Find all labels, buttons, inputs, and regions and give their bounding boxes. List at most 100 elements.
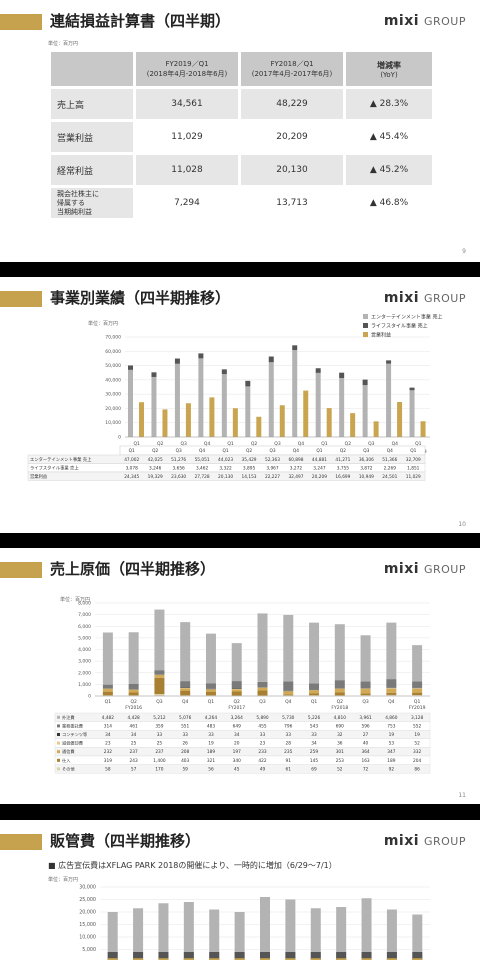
bar-sga xyxy=(412,914,423,960)
row-value-fy2019: 11,028 xyxy=(136,155,238,185)
bar-sga xyxy=(209,909,220,960)
x-tick-label: Q1 xyxy=(227,441,234,447)
bar-lifestyle xyxy=(245,380,251,387)
table-cell: 314 xyxy=(104,723,112,729)
table-row xyxy=(54,738,431,748)
bar-sga-base xyxy=(158,952,169,960)
table-cell: 58 xyxy=(105,766,111,772)
sga-chart: 5,000 10,000 15,000 20,000 25,000 30,000 xyxy=(79,885,430,960)
bar-sga-bottom xyxy=(107,958,118,960)
bar-segment xyxy=(309,683,320,690)
bar-segment xyxy=(360,681,371,689)
slide-income-statement: 連結損益計算書（四半期） mixi GROUP 単位：百万円 FY2019／Q1… xyxy=(0,0,480,262)
bar-sga-bottom xyxy=(361,958,372,960)
table-cell: 551 xyxy=(181,723,189,729)
bar-sga xyxy=(260,897,270,960)
bar-lifestyle xyxy=(151,372,157,377)
table-col-header: Q4 xyxy=(293,448,299,454)
bar-segment xyxy=(386,688,397,689)
table-cell: 3,078 xyxy=(126,465,139,471)
mixi-group-logo: mixi GROUP xyxy=(383,13,466,29)
header-fy2019: FY2019／Q1 (2018年4月-2018年6月) xyxy=(136,52,238,86)
title-accent xyxy=(0,562,42,578)
bar-sga xyxy=(310,908,321,960)
bar-sga-base xyxy=(107,952,118,960)
bar-segment xyxy=(386,679,397,688)
bar-segment xyxy=(412,645,423,682)
bar-sga-base xyxy=(234,952,245,960)
x-tick-label: Q1 xyxy=(105,699,112,705)
y-tick-label: 2,000 xyxy=(78,670,91,676)
bar-sga-bottom xyxy=(183,958,194,960)
table-row xyxy=(27,471,426,481)
table-cell: 455 xyxy=(258,723,266,729)
bar-segment xyxy=(309,693,320,696)
x-tick-label: Q2 xyxy=(337,699,344,705)
bar-segment xyxy=(334,688,345,693)
y-tick-label: 4,000 xyxy=(78,647,91,653)
table-cell: 5,212 xyxy=(153,715,166,721)
bar-sga xyxy=(107,912,118,960)
bar-segment xyxy=(360,693,371,696)
table-cell: 55,051 xyxy=(195,457,210,463)
bar-segment xyxy=(231,691,242,696)
bar-operating-profit xyxy=(420,421,426,437)
bar-segment xyxy=(154,609,165,671)
table-cell: 204 xyxy=(413,758,421,764)
table-cell: 197 xyxy=(233,749,241,755)
x-tick-label: Q2 xyxy=(345,441,352,447)
bar-segment xyxy=(283,694,294,696)
table-cell: 20,130 xyxy=(218,474,233,480)
x-tick-label: Q2 xyxy=(251,441,258,447)
table-row: 売上高 34,561 48,229 ▲ 28.3% xyxy=(51,89,432,119)
table-cell: 403 xyxy=(181,758,189,764)
bar-operating-profit xyxy=(256,416,262,437)
bar-segment xyxy=(386,692,397,695)
table-cell: 19 xyxy=(208,741,214,747)
row-value-fy2018: 13,713 xyxy=(241,188,343,218)
bar-sga-bottom xyxy=(412,958,423,960)
bar-entertainment xyxy=(386,363,392,437)
bar-segment xyxy=(180,690,191,696)
y-tick-label: 20,000 xyxy=(105,406,121,412)
y-tick-label: 1,000 xyxy=(78,682,91,688)
bar-operating-profit xyxy=(326,408,332,437)
table-cell: 3,895 xyxy=(243,465,256,471)
bar-lifestyle xyxy=(292,345,298,351)
table-cell: 2,269 xyxy=(384,465,397,471)
row-label: 経常利益 xyxy=(51,155,133,185)
table-row: 親会社株主に 帰属する 当期純利益 7,294 13,713 ▲ 46.8% xyxy=(51,188,432,218)
table-cell: 3,656 xyxy=(172,465,185,471)
table-cell: 243 xyxy=(130,758,138,764)
bar-operating-profit xyxy=(350,413,356,437)
header-fy2018: FY2018／Q1 (2017年4月-2017年6月) xyxy=(241,52,343,86)
table-row-label: 通信費 xyxy=(62,748,75,755)
table-cell: 69 xyxy=(311,766,317,772)
table-cell: 552 xyxy=(413,723,421,729)
table-cell: 23,630 xyxy=(171,474,186,480)
table-cell: 53 xyxy=(389,741,395,747)
table-row xyxy=(54,729,431,739)
table-cell: 59 xyxy=(182,766,188,772)
table-cell: 36,306 xyxy=(359,457,374,463)
bar-segment xyxy=(386,688,397,693)
table-col-header: Q4 xyxy=(199,448,205,454)
table-cell: 422 xyxy=(258,758,266,764)
bar-segment xyxy=(128,632,139,684)
table-cell: 232 xyxy=(104,749,112,755)
unit-label: 単位：百万円 xyxy=(48,41,79,47)
legend-label: ライフスタイル事業 売上 xyxy=(371,323,428,330)
y-tick-label: 40,000 xyxy=(105,377,121,383)
bar-lifestyle xyxy=(128,365,133,370)
legend-swatch xyxy=(363,323,368,328)
table-cell: 44,881 xyxy=(312,457,327,463)
table-cell: 32 xyxy=(337,732,343,738)
bar-segment xyxy=(334,695,345,696)
table-cell: 5,730 xyxy=(282,715,295,721)
bar-segment xyxy=(102,691,113,696)
table-col-header: Q1 xyxy=(410,448,416,454)
x-tick-label: Q4 xyxy=(388,699,395,705)
table-cell: 4,482 xyxy=(102,715,115,721)
table-cell: 32,497 xyxy=(288,474,303,480)
table-cell: 52 xyxy=(414,741,420,747)
